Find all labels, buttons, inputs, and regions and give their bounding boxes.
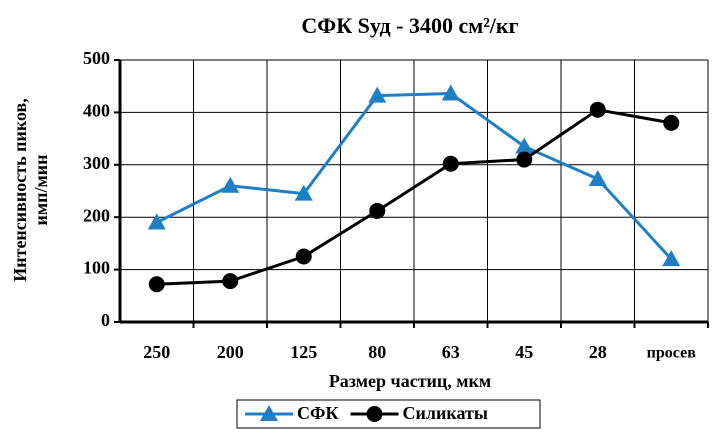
y-tick-label: 400 bbox=[83, 101, 110, 121]
x-tick-label: 125 bbox=[290, 342, 317, 362]
marker bbox=[515, 137, 534, 154]
x-tick-label: просев bbox=[647, 345, 697, 362]
marker bbox=[369, 202, 386, 219]
marker bbox=[663, 114, 680, 131]
legend: СФК Силикаты bbox=[236, 399, 541, 429]
y-tick-label: 100 bbox=[83, 258, 110, 278]
marker bbox=[368, 86, 387, 103]
marker bbox=[221, 176, 240, 193]
marker bbox=[222, 273, 239, 290]
x-tick-label: 28 bbox=[589, 342, 607, 362]
marker bbox=[516, 151, 533, 168]
chart-title: СФК Sуд - 3400 см²/кг bbox=[301, 13, 518, 38]
series-line bbox=[156, 108, 672, 286]
y-axis-label: Интенсивность пиков, имп/мин bbox=[10, 98, 51, 282]
marker bbox=[441, 84, 460, 101]
x-axis-label: Размер частиц, мкм bbox=[329, 371, 491, 391]
marker bbox=[442, 155, 459, 172]
y-axis-label-line: Интенсивность пиков, bbox=[10, 98, 30, 282]
x-tick-label: 63 bbox=[442, 342, 460, 362]
marker bbox=[294, 184, 313, 201]
x-tick-label: 250 bbox=[143, 342, 170, 362]
x-tick-label: 45 bbox=[515, 342, 533, 362]
series-line bbox=[156, 92, 673, 261]
legend-marker bbox=[260, 405, 278, 421]
y-axis-label-line: имп/мин bbox=[31, 154, 51, 225]
y-tick-label: 500 bbox=[83, 48, 110, 68]
marker bbox=[148, 276, 165, 293]
marker bbox=[589, 101, 606, 118]
x-tick-label: 200 bbox=[217, 342, 244, 362]
legend-label: Силикаты bbox=[403, 403, 488, 423]
y-tick-label: 300 bbox=[83, 153, 110, 173]
legend-label: СФК bbox=[297, 403, 339, 423]
legend-marker bbox=[366, 406, 383, 422]
marker bbox=[588, 169, 607, 186]
x-tick-label: 80 bbox=[368, 342, 386, 362]
y-tick-label: 200 bbox=[83, 205, 110, 225]
marker bbox=[147, 213, 166, 230]
marker bbox=[662, 250, 681, 267]
y-tick-label: 0 bbox=[101, 310, 110, 330]
marker bbox=[295, 248, 312, 265]
